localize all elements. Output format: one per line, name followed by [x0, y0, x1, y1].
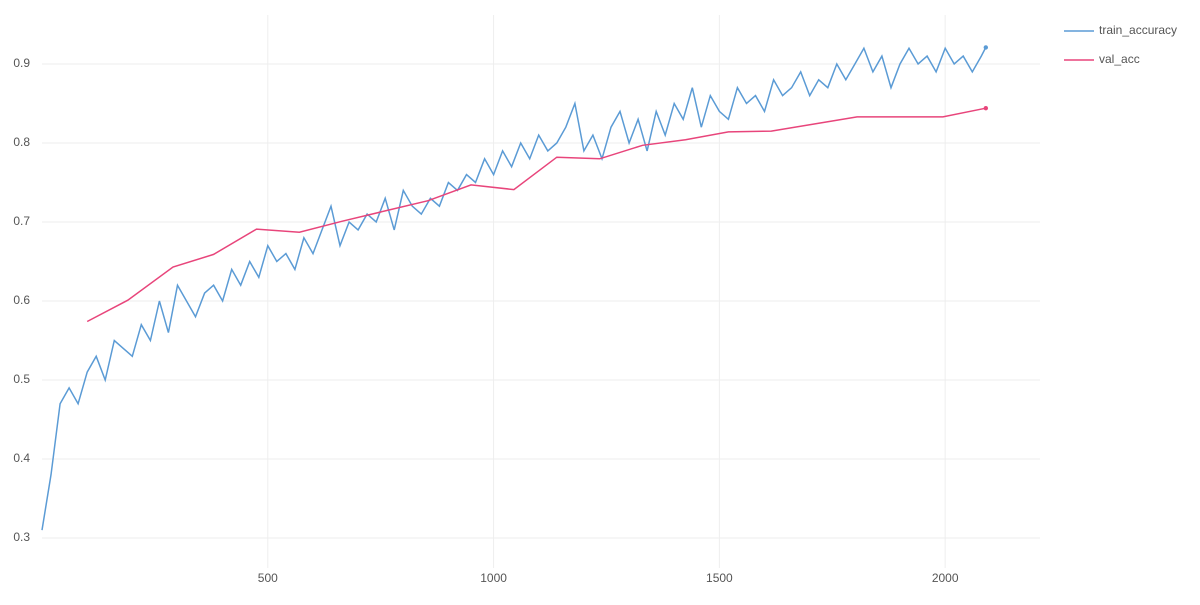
end-point [983, 45, 989, 50]
x-tick-label: 1500 [706, 571, 733, 585]
y-tick-label: 0.5 [13, 372, 30, 386]
y-tick-label: 0.3 [13, 530, 30, 544]
y-tick-label: 0.7 [13, 214, 30, 228]
x-tick-label: 1000 [480, 571, 507, 585]
legend-label: val_acc [1099, 52, 1140, 66]
x-tick-label: 2000 [932, 571, 959, 585]
legend-label: train_accuracy [1099, 23, 1177, 37]
y-tick-label: 0.4 [13, 451, 30, 465]
y-tick-label: 0.6 [13, 293, 30, 307]
end-point [983, 106, 989, 111]
y-tick-label: 0.9 [13, 56, 30, 70]
line [86, 107, 986, 323]
y-tick-label: 0.8 [13, 135, 30, 149]
line [41, 46, 987, 531]
x-tick-label: 500 [258, 571, 278, 585]
